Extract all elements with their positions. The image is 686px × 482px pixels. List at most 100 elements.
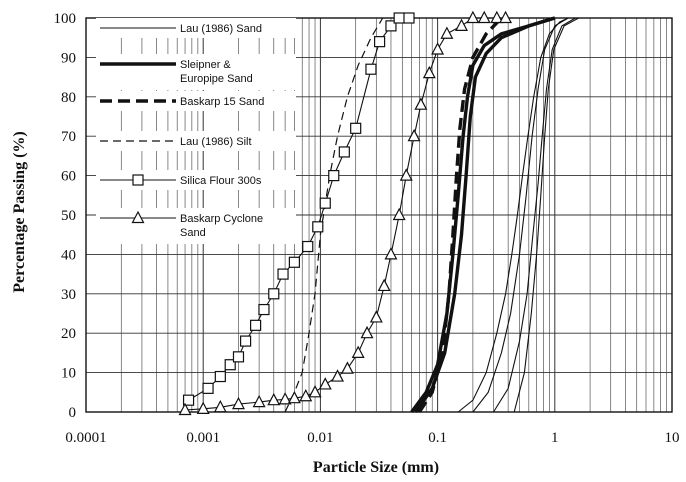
x-tick-label: 0.1 [428,430,447,446]
data-point-triangle [384,247,398,260]
data-point-square [268,288,280,300]
y-tick-label: 40 [61,247,76,263]
data-point-square [365,63,377,75]
x-tick-label: 0.0001 [65,430,106,446]
y-tick-label: 10 [61,366,76,382]
data-point-square [288,256,300,268]
data-point-triangle [499,10,513,24]
series-0 [457,17,579,413]
data-point-triangle [299,388,313,402]
data-point-triangle [360,325,374,339]
y-tick-label: 100 [54,11,77,27]
legend-background [96,170,296,190]
data-point-square [258,303,270,316]
legend-marker-square [132,174,144,186]
series-layer [178,10,579,416]
data-point-square [350,122,362,134]
series-line [410,16,556,414]
data-point-triangle [490,10,504,24]
data-point-square [277,268,289,280]
legend: Lau (1986) Sand Sleipner & Europipe Sand Ba… [96,18,296,244]
data-point-triangle [399,168,413,181]
legend-background [96,208,296,244]
data-point-triangle [287,390,301,404]
x-tick-label: 1 [551,430,559,446]
data-point-square [393,12,405,24]
data-point-triangle [331,369,345,382]
data-point-triangle [213,399,227,413]
data-point-triangle [351,345,365,358]
x-tick-label: 10 [665,430,680,446]
data-point-triangle [392,207,406,221]
data-point-triangle [178,402,192,416]
data-point-triangle [231,396,245,410]
data-point-square [328,170,340,182]
data-point-triangle [318,377,332,390]
series-4 [182,12,415,406]
data-point-square [202,382,214,394]
legend-background [96,131,296,151]
data-point-square [232,351,245,363]
series-line [417,16,503,413]
data-point-triangle [431,42,445,55]
data-point-triangle [340,361,354,374]
series-line [513,17,579,413]
data-point-square [374,36,386,48]
series-2 [417,16,503,413]
y-tick-label: 50 [61,208,76,224]
y-tick-label: 80 [61,90,76,106]
data-point-square [319,197,331,209]
data-point-triangle [422,65,436,79]
tick-labels: 0.0001 0.001 0.01 0.1 1 100102030405060708090… [54,11,680,446]
data-point-square [250,319,262,331]
data-point-triangle [252,394,266,408]
y-axis-title: Percentage Passing (%) [11,131,28,292]
series-line [493,17,576,413]
data-point-triangle [440,26,454,39]
y-tick-label: 90 [61,50,76,66]
series-5 [178,10,513,416]
x-tick-label: 0.001 [186,430,220,446]
data-point-square [182,394,195,406]
data-point-triangle [466,10,480,24]
y-tick-label: 70 [61,129,76,145]
plot-border [85,17,673,413]
data-point-triangle [308,385,322,398]
y-tick-label: 30 [61,287,76,303]
data-point-square [302,240,314,253]
legend-label: Lau (1986) Silt [180,136,252,148]
data-point-triangle [369,310,383,323]
y-tick-label: 60 [61,169,76,185]
series-line [472,17,569,413]
data-point-square [214,370,226,383]
data-point-triangle [414,97,428,110]
legend-label: Sleipner & Europipe Sand [180,59,253,85]
legend-label: Baskarp 15 Sand [180,96,264,108]
data-point-triangle [455,18,469,31]
plot-frame [85,17,673,413]
data-point-triangle [196,401,210,414]
legend-background [96,54,296,90]
legend-background [96,18,296,38]
data-point-square [385,20,397,32]
data-point-triangle [377,278,391,292]
data-point-square [403,12,415,24]
data-point-square [224,359,236,371]
legend-marker-triangle [131,210,145,224]
data-point-triangle [267,392,281,406]
data-point-triangle [477,10,491,24]
data-point-triangle [278,392,292,405]
data-point-square [312,221,324,233]
data-point-square [239,335,252,347]
x-axis-title: Particle Size (mm) [313,459,439,476]
legend-label: Baskarp Cyclone Sand [180,213,263,239]
y-tick-label: 0 [69,405,77,421]
legend-background [96,91,296,111]
data-point-triangle [407,128,421,142]
series-line [457,17,569,413]
legend-label: Silica Flour 300s [180,175,262,187]
legend-label: Lau (1986) Sand [180,23,262,35]
data-point-square [338,146,350,158]
y-tick-label: 20 [61,326,76,342]
